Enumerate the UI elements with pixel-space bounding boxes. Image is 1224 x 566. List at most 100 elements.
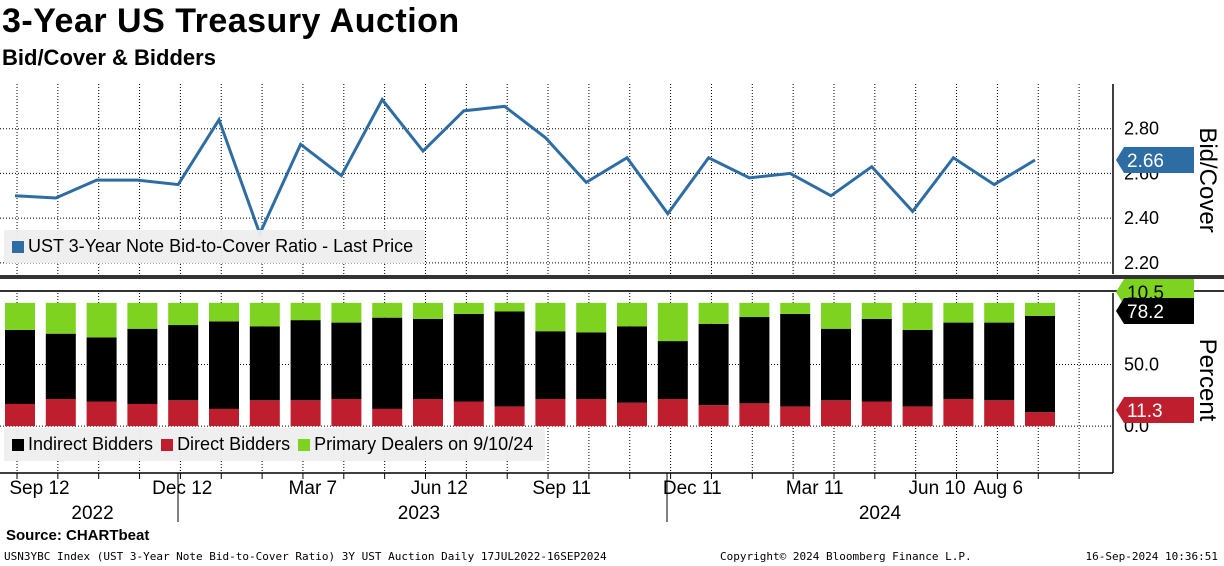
bar-primary	[984, 302, 1015, 323]
last-value-tag-direct-text: 11.3	[1127, 401, 1163, 422]
bar-indirect	[127, 328, 158, 404]
y-tick-label-top: 2.80	[1124, 119, 1159, 139]
bar-primary	[209, 302, 239, 322]
bar-indirect	[290, 320, 321, 401]
bar-direct	[290, 400, 321, 427]
x-tick-label-month: Sep 12	[9, 478, 69, 499]
bar-primary	[617, 302, 647, 327]
x-tick-label-year: 2023	[398, 503, 440, 524]
bar-primary	[861, 302, 892, 319]
bar-indirect	[413, 318, 443, 400]
x-tick-label-month: Jun 12	[411, 478, 468, 499]
bar-primary	[413, 302, 443, 319]
legend-primary-swatch	[298, 438, 311, 451]
legend-direct-swatch	[161, 438, 174, 451]
bar-direct	[453, 401, 484, 427]
legend-bid-cover-label: UST 3-Year Note Bid-to-Cover Ratio - Las…	[28, 236, 414, 256]
bar-primary	[372, 302, 403, 318]
bar-indirect	[372, 317, 403, 409]
legend-top: UST 3-Year Note Bid-to-Cover Ratio - Las…	[4, 230, 426, 263]
bar-direct	[739, 403, 770, 427]
chart-title: 3-Year US Treasury Auction	[2, 2, 460, 40]
last-value-tag-bid-cover-shape	[1116, 147, 1194, 173]
bar-indirect	[943, 322, 974, 400]
bar-direct	[5, 403, 35, 427]
y-axis-title-top: Bid/Cover	[1194, 127, 1221, 232]
x-tick-label-month: Mar 11	[786, 478, 844, 499]
x-tick-label-month: Mar 7	[289, 478, 338, 499]
bar-primary	[1025, 302, 1055, 316]
bar-indirect	[1025, 315, 1055, 413]
last-value-tag-indirect: 78.2	[1116, 298, 1194, 324]
bar-direct	[617, 402, 647, 427]
bar-indirect	[617, 326, 647, 403]
bar-direct	[535, 399, 566, 427]
bar-direct	[943, 399, 974, 427]
legend-direct-label: Direct Bidders	[177, 434, 291, 454]
source-note: Source: CHARTbeat	[6, 527, 150, 544]
x-tick-label-month: Jun 10	[909, 478, 966, 499]
last-value-tag-direct-shape	[1116, 397, 1194, 423]
bar-primary	[657, 302, 688, 342]
bid-cover-line-layer	[14, 96, 1036, 238]
bar-indirect	[535, 331, 566, 400]
bidders-bar-layer	[5, 302, 1055, 427]
bar-primary	[168, 302, 199, 326]
footer-timestamp: 16-Sep-2024 10:36:51	[1085, 550, 1218, 563]
bar-indirect	[86, 337, 117, 402]
bar-primary	[45, 302, 76, 334]
bar-direct	[249, 400, 280, 427]
bar-primary	[127, 302, 158, 329]
bar-direct	[821, 400, 851, 427]
x-tick-label-year: 2022	[71, 503, 113, 524]
bar-indirect	[5, 329, 35, 404]
bar-primary	[249, 302, 280, 327]
bar-direct	[45, 399, 76, 427]
last-value-tag-indirect-text: 78.2	[1127, 302, 1164, 323]
bar-indirect	[494, 311, 525, 407]
panel-divider-bar	[0, 275, 1224, 279]
last-value-tag-bid-cover-text: 2.66	[1127, 151, 1164, 172]
bar-direct	[372, 408, 403, 427]
axes-layer	[0, 84, 1224, 522]
bar-indirect	[698, 323, 729, 406]
bar-direct	[127, 403, 158, 427]
bar-primary	[698, 302, 729, 324]
bar-primary	[780, 302, 811, 314]
bar-primary	[902, 302, 933, 330]
bar-direct	[168, 400, 199, 427]
bar-indirect	[780, 313, 811, 407]
bid-cover-line	[14, 96, 1036, 238]
bar-direct	[86, 401, 117, 427]
bar-direct	[902, 406, 933, 427]
footer-copyright: Copyright© 2024 Bloomberg Finance L.P.	[720, 550, 972, 563]
bar-indirect	[739, 317, 770, 404]
x-tick-label-month: Sep 11	[532, 478, 591, 499]
bar-primary	[943, 302, 974, 323]
bar-indirect	[984, 322, 1015, 401]
bar-primary	[453, 302, 484, 314]
bar-primary	[494, 302, 525, 312]
footer-index-info: USN3YBC Index (UST 3-Year Note Bid-to-Co…	[4, 550, 607, 563]
bar-indirect	[249, 326, 280, 401]
bar-indirect	[168, 325, 199, 401]
bar-direct	[494, 406, 525, 427]
bar-indirect	[45, 333, 76, 400]
bar-primary	[821, 302, 851, 329]
bar-primary	[739, 302, 770, 318]
bar-indirect	[657, 341, 688, 400]
bar-indirect	[821, 328, 851, 401]
bar-primary	[576, 302, 607, 333]
bar-direct	[698, 405, 729, 427]
bar-direct	[780, 406, 811, 427]
bar-primary	[535, 302, 566, 332]
x-tick-label-month: Dec 12	[152, 478, 212, 499]
top-panel-grid	[0, 84, 1113, 274]
bar-indirect	[453, 313, 484, 402]
bar-direct	[331, 399, 362, 427]
y-tick-label-top: 2.40	[1124, 208, 1159, 228]
bar-direct	[413, 399, 443, 427]
bar-indirect	[861, 318, 892, 402]
x-tick-label-month: Dec 11	[663, 478, 722, 499]
